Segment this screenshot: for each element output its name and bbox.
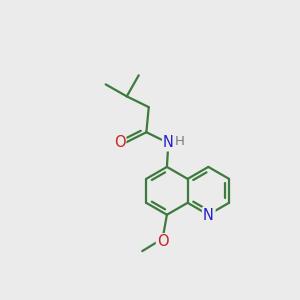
Text: N: N	[204, 207, 214, 222]
Text: O: O	[157, 234, 168, 249]
Text: O: O	[114, 136, 125, 151]
Text: N: N	[203, 208, 214, 223]
Text: N: N	[163, 136, 174, 151]
Text: H: H	[175, 135, 184, 148]
